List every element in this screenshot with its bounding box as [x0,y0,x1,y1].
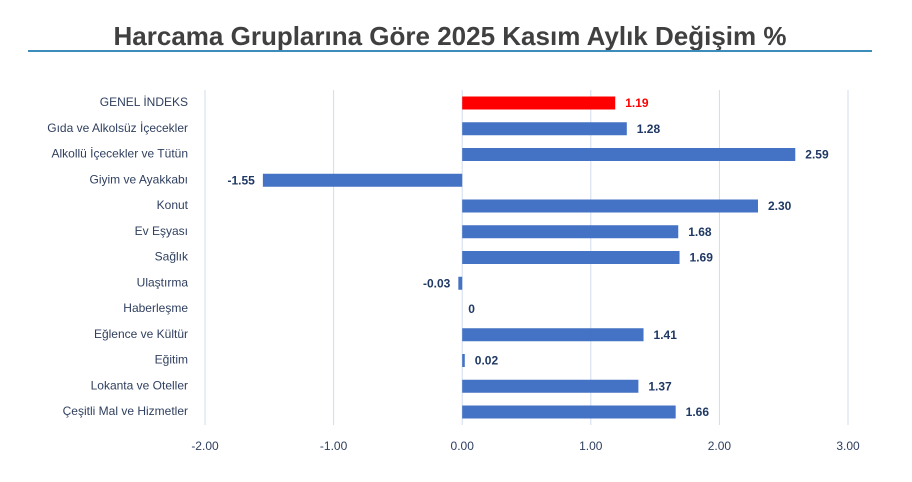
value-label: 2.30 [768,199,792,213]
x-tick-label: 1.00 [579,439,603,453]
value-label: 1.37 [648,379,672,393]
bar [462,122,627,136]
y-tick-label: Çeşitli Mal ve Hizmetler [63,404,188,418]
value-label: 0.02 [475,354,499,368]
bar [262,173,463,187]
value-label: 0 [468,302,475,316]
y-tick-label: Lokanta ve Oteller [91,378,188,392]
x-tick-label: 2.00 [708,439,732,453]
y-tick-label: Giyim ve Ayakkabı [90,172,188,186]
y-tick-label: Gıda ve Alkolsüz İçecekler [47,121,188,135]
chart-title: Harcama Gruplarına Göre 2025 Kasım Aylık… [114,21,787,51]
y-tick-label: Haberleşme [123,301,188,315]
y-tick-label: Konut [157,198,189,212]
value-label: 2.59 [805,148,829,162]
x-tick-label: -2.00 [191,439,219,453]
value-label: -0.03 [423,276,451,290]
x-tick-label: -1.00 [320,439,348,453]
value-label: 1.19 [625,96,649,110]
bar [462,199,758,213]
x-tick-label: 3.00 [836,439,860,453]
value-label: 1.28 [637,122,661,136]
y-tick-label: Ulaştırma [137,275,189,289]
bar [462,379,639,393]
bar [462,354,465,367]
x-tick-label: 0.00 [451,439,475,453]
value-label: 1.41 [654,328,678,342]
y-tick-label: Sağlık [155,250,189,264]
bar [462,405,676,419]
y-tick-label: GENEL İNDEKS [100,95,188,109]
y-tick-label: Eğlence ve Kültür [94,327,188,341]
bar [462,148,796,161]
y-tick-label: Ev Eşyası [135,224,188,238]
value-label: 1.66 [686,405,710,419]
value-label: 1.69 [690,251,714,265]
bar [462,251,680,264]
bar [462,328,644,342]
bar [462,96,616,110]
value-label: -1.55 [228,173,256,187]
bar [458,276,463,290]
value-label: 1.68 [688,225,712,239]
bar [462,225,679,239]
y-tick-label: Eğitim [155,353,188,367]
y-tick-label: Alkollü İçecekler ve Tütün [51,147,188,161]
